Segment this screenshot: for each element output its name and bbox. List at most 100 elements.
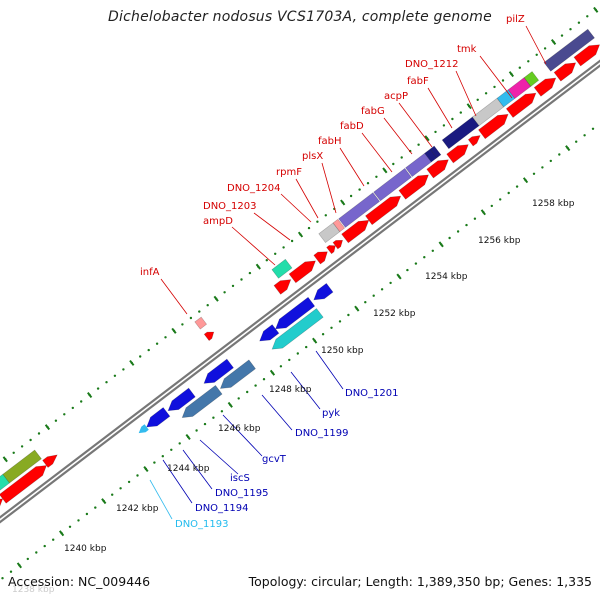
scale-label-1238: 1238 kbp — [12, 585, 55, 595]
scale-label-1250: 1250 kbp — [321, 346, 364, 356]
gene-label-gcvT[interactable]: gcvT — [262, 454, 287, 465]
cds-forward-19[interactable] — [573, 44, 600, 67]
leader-lower-3 — [199, 439, 239, 475]
cds-forward-3[interactable] — [42, 454, 58, 468]
gene-label-fabD[interactable]: fabD — [340, 121, 364, 132]
leader-upper-0 — [160, 278, 188, 315]
gene-label-DNO_1194[interactable]: DNO_1194 — [195, 503, 249, 514]
cds-forward-2[interactable] — [0, 465, 47, 504]
scale-label-1254: 1254 kbp — [425, 272, 468, 282]
leader-lower-1 — [162, 459, 193, 504]
gene-label-DNO_1204[interactable]: DNO_1204 — [227, 183, 281, 194]
leader-upper-11 — [455, 70, 477, 117]
gene-label-ampD[interactable]: ampD — [203, 216, 233, 227]
cds-forward-9[interactable] — [341, 219, 370, 244]
gene-label-fabH[interactable]: fabH — [318, 136, 342, 147]
cds-forward-6[interactable] — [313, 251, 328, 265]
cds-reverse-1[interactable] — [138, 424, 149, 434]
gene-label-fabG[interactable]: fabG — [361, 106, 385, 117]
cds-forward-11[interactable] — [398, 174, 429, 200]
gene-label-DNO_1199[interactable]: DNO_1199 — [295, 428, 349, 439]
scale-label-1246: 1246 kbp — [218, 424, 261, 434]
cds-forward-8[interactable] — [332, 239, 344, 250]
gene-label-infA[interactable]: infA — [140, 267, 160, 278]
lower-gene-labels: DNO_1193 DNO_1194 DNO_1195 iscS gcvT DNO… — [175, 388, 399, 530]
gene-label-DNO_1212[interactable]: DNO_1212 — [405, 59, 459, 70]
scale-label-1258: 1258 kbp — [532, 199, 575, 209]
map-title: Dichelobacter nodosus VCS1703A, complete… — [108, 9, 492, 25]
func-forward-darkslate[interactable] — [543, 28, 595, 72]
gene-label-DNO_1193[interactable]: DNO_1193 — [175, 519, 229, 530]
cds-forward-14[interactable] — [467, 135, 481, 147]
cds-reverse-2[interactable] — [146, 407, 171, 428]
scale-label-1244: 1244 kbp — [167, 464, 210, 474]
func-reverse-steelblue-2[interactable] — [219, 359, 256, 389]
gene-label-DNO_1201[interactable]: DNO_1201 — [345, 388, 399, 399]
gene-label-fabF[interactable]: fabF — [407, 76, 429, 87]
scale-label-1240: 1240 kbp — [64, 544, 107, 554]
cds-forward-17[interactable] — [533, 77, 557, 97]
cds-reverse-3[interactable] — [167, 387, 196, 412]
gene-label-plsX[interactable]: plsX — [302, 151, 323, 162]
func-forward-pink[interactable] — [332, 218, 346, 233]
cds-forward-18[interactable] — [553, 62, 577, 82]
leader-upper-1 — [231, 226, 276, 266]
cds-forward-16[interactable] — [505, 92, 537, 118]
leader-upper-7 — [361, 132, 393, 173]
scale-label-1248: 1248 kbp — [269, 385, 312, 395]
cds-forward-13[interactable] — [446, 144, 469, 164]
cds-forward-15[interactable] — [478, 113, 509, 140]
scale-label-1252: 1252 kbp — [373, 309, 416, 319]
leader-lower-2 — [182, 449, 213, 490]
leader-lower-6 — [290, 371, 321, 410]
accession-text: Accession: NC_009446 — [8, 574, 151, 589]
func-forward-teal-ampD[interactable] — [271, 258, 293, 279]
func-forward-green-2[interactable] — [523, 71, 540, 87]
upper-gene-labels: infA ampD DNO_1203 DNO_1204 rpmF plsX fa… — [140, 14, 525, 278]
scale-labels: 1238 kbp 1240 kbp 1242 kbp 1244 kbp 1246… — [12, 199, 575, 595]
func-infA[interactable] — [194, 316, 208, 330]
func-reverse-steelblue-1[interactable] — [181, 384, 223, 418]
cds-reverse-6[interactable] — [275, 296, 316, 330]
leader-upper-3 — [280, 193, 312, 223]
leader-lower-7 — [315, 350, 344, 390]
cds-forward-5[interactable] — [288, 260, 316, 284]
feature-layer — [0, 28, 600, 534]
leader-upper-6 — [339, 147, 365, 187]
gene-label-pilZ[interactable]: pilZ — [506, 14, 525, 25]
leader-lower-0 — [149, 479, 173, 520]
genome-backbone — [0, 59, 600, 524]
func-forward-olive[interactable] — [2, 449, 42, 484]
cds-reverse-7[interactable] — [313, 282, 334, 301]
gene-label-rpmF[interactable]: rpmF — [276, 167, 302, 178]
cds-forward-7[interactable] — [326, 245, 336, 255]
cds-forward-10[interactable] — [365, 195, 402, 226]
func-forward-purple-1[interactable] — [338, 192, 381, 228]
cds-infA[interactable] — [203, 331, 215, 342]
gene-label-DNO_1203[interactable]: DNO_1203 — [203, 201, 257, 212]
cds-forward-4[interactable] — [273, 279, 292, 295]
func-forward-navy-2[interactable] — [429, 145, 442, 159]
cds-reverse-4[interactable] — [203, 358, 234, 384]
cds-forward-1[interactable] — [0, 498, 4, 534]
cds-reverse-5[interactable] — [259, 324, 280, 342]
leader-lines — [149, 25, 547, 520]
gene-label-iscS[interactable]: iscS — [230, 473, 250, 484]
leader-upper-8 — [383, 117, 413, 155]
func-forward-purple-2[interactable] — [373, 167, 412, 202]
leader-upper-4 — [295, 178, 319, 219]
leader-lower-5 — [261, 394, 293, 431]
topology-text: Topology: circular; Length: 1,389,350 bp… — [248, 574, 592, 589]
gene-label-pyk[interactable]: pyk — [322, 408, 340, 419]
leader-upper-12 — [479, 55, 513, 99]
func-reverse-cyan[interactable] — [271, 308, 324, 350]
gene-label-DNO_1195[interactable]: DNO_1195 — [215, 488, 269, 499]
cds-forward-12[interactable] — [426, 159, 449, 179]
leader-upper-2 — [253, 212, 291, 241]
gene-label-acpP[interactable]: acpP — [384, 91, 408, 102]
leader-upper-13 — [525, 25, 547, 65]
leader-upper-9 — [398, 102, 433, 148]
gene-label-tmk[interactable]: tmk — [457, 44, 477, 55]
